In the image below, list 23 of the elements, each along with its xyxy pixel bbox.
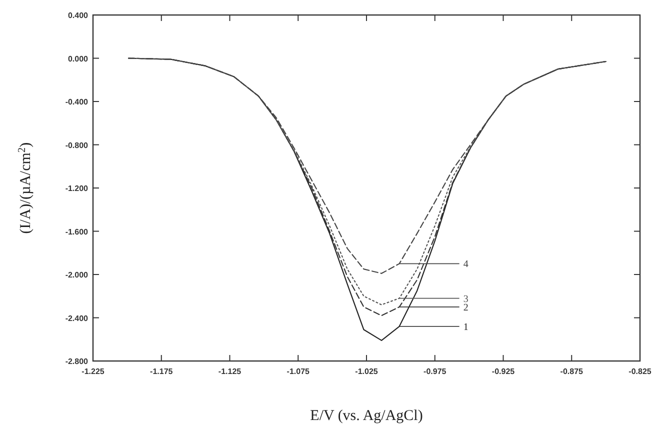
x-tick-label: -1.125 [218,367,242,376]
x-tick-label: -1.075 [286,367,310,376]
y-tick-label: -1.200 [65,184,89,193]
text: 3 [463,294,468,305]
y-tick-label: -2.800 [65,357,89,366]
y-tick-label: 0.000 [68,54,89,64]
x-tick-label: -0.875 [560,367,584,376]
x-tick-label: -1.225 [82,367,105,376]
x-tick-label: -1.175 [150,367,174,376]
y-tick-label: -0.800 [65,140,89,150]
y-tick-label: 0.400 [68,11,89,20]
x-tick-label: -0.925 [492,367,516,376]
y-tick-label: -2.400 [65,314,89,323]
x-tick-label: -1.025 [355,367,378,376]
text: 1 [463,322,468,333]
text: 4 [463,259,468,270]
x-axis-title: E/V (vs. Ag/AgCl) [310,408,423,424]
y-tick-label: -0.400 [65,98,89,106]
y-tick-label: -1.600 [65,227,89,236]
y-tick-label: -2.000 [65,270,89,280]
x-tick-label: -0.975 [424,367,447,376]
x-tick-label: -0.825 [628,367,652,376]
text: 2 [463,302,468,314]
